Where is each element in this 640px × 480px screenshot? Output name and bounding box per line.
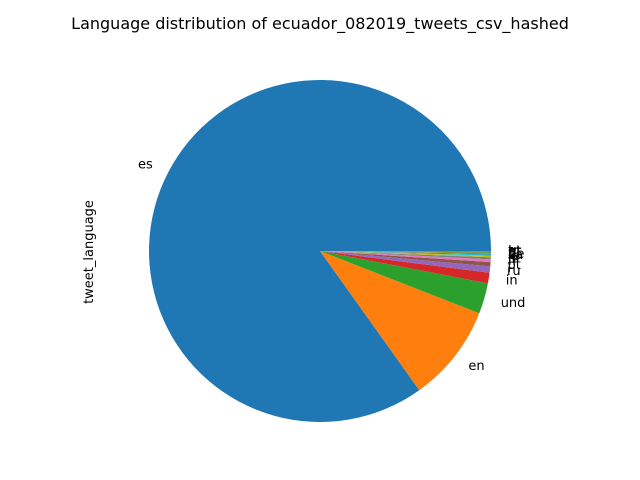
pie-slice-ca [320,251,491,256]
pie-label-ja: ja [507,249,520,264]
pie-slice-und [320,251,488,314]
pie-slice-ja [320,251,491,258]
pie-slice-it [320,251,491,260]
pie-slice-en [320,251,480,391]
pie-label-es: es [138,157,153,172]
pie-label-it: it [508,252,517,267]
pie-label-et: et [508,244,521,259]
pie-label-nl: nl [508,245,520,260]
pie-slice-ru [320,251,491,273]
pie-label-tr: tr [508,244,519,259]
pie-label-ru: ru [507,264,521,279]
pie-label-en: en [468,359,484,374]
y-axis-label: tweet_language [82,200,97,304]
pie-slice-de [320,251,491,255]
pie-label-in: in [506,273,518,288]
pie-slice-pt [320,251,491,267]
pie-label-tl: tl [508,246,517,261]
pie-label-ht: ht [508,245,521,260]
pie-label-pt: pt [508,258,521,273]
pie-slices [149,79,492,422]
pie-slice-in [320,251,490,284]
pie-label-de: de [508,247,524,262]
pie-slice-nl [320,251,491,253]
pie-label-ca: ca [508,248,523,263]
pie-slice-ht [320,251,492,253]
chart-title: Language distribution of ecuador_082019_… [71,14,569,34]
pie-slice-et [320,251,492,252]
pie-label-und: und [501,296,526,311]
pie-slice-fr [320,251,491,263]
pie-label-fr: fr [508,254,519,269]
pie-slice-tl [320,251,491,254]
pie-slice-es [149,79,492,422]
